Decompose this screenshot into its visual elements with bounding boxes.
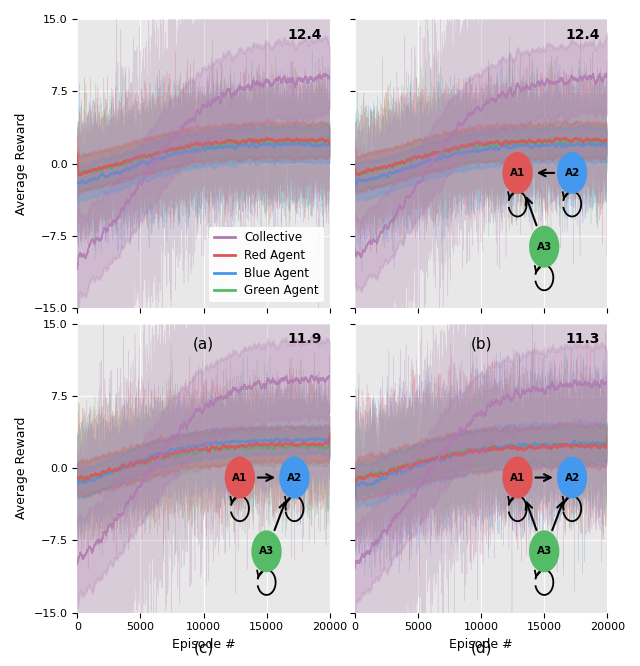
Text: 12.4: 12.4 <box>287 28 322 42</box>
Text: (b): (b) <box>470 336 492 351</box>
Text: 11.9: 11.9 <box>288 332 322 346</box>
Text: (a): (a) <box>193 336 214 351</box>
Y-axis label: Average Reward: Average Reward <box>15 417 28 519</box>
X-axis label: Episode #: Episode # <box>172 638 236 651</box>
Text: (c): (c) <box>193 641 214 656</box>
Text: (d): (d) <box>470 641 492 656</box>
X-axis label: Episode #: Episode # <box>449 638 513 651</box>
Y-axis label: Average Reward: Average Reward <box>15 113 28 214</box>
Legend: Collective, Red Agent, Blue Agent, Green Agent: Collective, Red Agent, Blue Agent, Green… <box>209 226 324 302</box>
Text: 12.4: 12.4 <box>565 28 600 42</box>
Text: 11.3: 11.3 <box>566 332 600 346</box>
